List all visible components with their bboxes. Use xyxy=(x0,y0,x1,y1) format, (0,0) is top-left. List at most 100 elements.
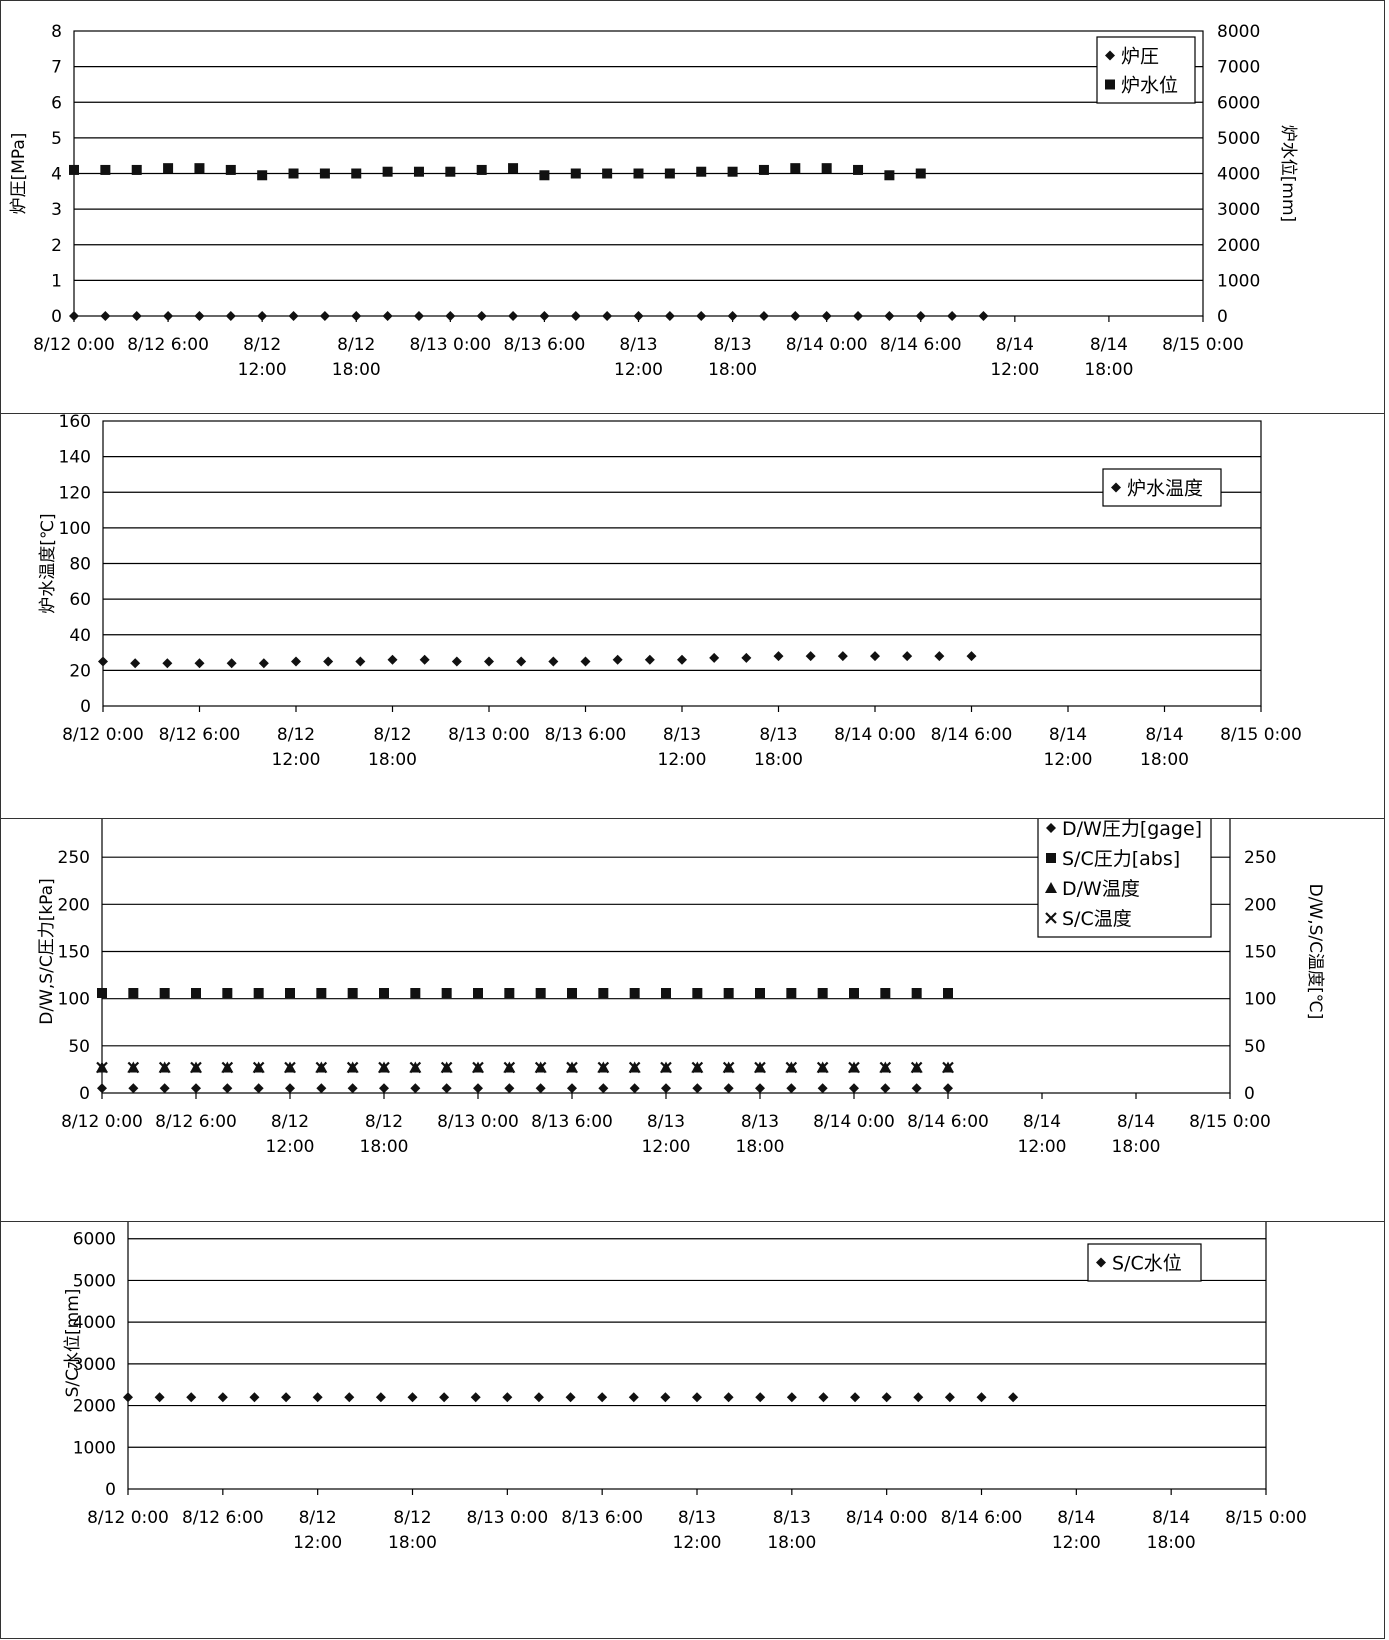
chart1-y-right-tick-label: 8000 xyxy=(1217,22,1260,42)
chart3-x-tick-label: 8/13 6:00 xyxy=(531,1112,613,1132)
chart1-x-tick-label: 8/14 6:00 xyxy=(880,335,962,355)
chart4-point xyxy=(881,1392,892,1403)
chart1-point xyxy=(413,311,424,321)
chart1-point xyxy=(570,311,581,321)
chart3-point xyxy=(96,1061,108,1074)
chart3-point xyxy=(597,1061,610,1074)
chart3-point xyxy=(534,1061,547,1074)
chart3-point xyxy=(409,1061,422,1074)
chart3-x-tick-label: 8/14 0:00 xyxy=(813,1112,895,1132)
chart1-point xyxy=(194,163,205,174)
chart1-point xyxy=(69,164,79,175)
chart4-point xyxy=(628,1392,639,1403)
chart1-point xyxy=(664,168,675,179)
chart4-point xyxy=(375,1392,386,1403)
chart2-x-tick-label: 8/14 0:00 xyxy=(834,725,916,745)
chart4-point xyxy=(723,1392,734,1403)
chart3-point xyxy=(379,1083,389,1094)
chart3-series-2 xyxy=(97,988,953,999)
chart4-point xyxy=(850,1392,861,1403)
chart3-point xyxy=(473,1083,483,1094)
chart3-x-tick-label: 8/14 xyxy=(1023,1112,1061,1132)
chart3-point xyxy=(503,1061,516,1074)
chart4-y-tick-label: 3000 xyxy=(73,1355,116,1375)
chart3-point xyxy=(410,1083,421,1094)
chart3-x-tick-label: 8/12 6:00 xyxy=(155,1112,237,1132)
chart3-y-right-tick-label: 0 xyxy=(1244,1084,1255,1104)
chart3-point xyxy=(127,1061,140,1074)
chart1-point xyxy=(163,163,174,174)
chart4-point xyxy=(249,1392,260,1403)
chart3-point xyxy=(504,988,515,999)
chart3-y-tick-label: 300 xyxy=(58,819,90,821)
chart-svg-reactor-pressure-level: 0 1 2 3 4 5 6 7 8 0 1000 2000 3000 4000 5000 6000 7000 80… xyxy=(9,22,1298,380)
chart4-x-tick-label: 8/12 0:00 xyxy=(87,1508,169,1528)
chart2-x-tick-label: 8/12 xyxy=(277,725,315,745)
chart1-y-tick-label: 6 xyxy=(51,93,62,113)
chart3-x-tick-label: 8/15 0:00 xyxy=(1189,1112,1271,1132)
chart4-x-tick-label: 8/14 0:00 xyxy=(846,1508,928,1528)
chart2-point xyxy=(870,651,880,662)
chart4-x-tick-label: 8/15 0:00 xyxy=(1225,1508,1307,1528)
chart3-legend-marker xyxy=(1045,882,1057,893)
chart3-x-tick-label: 18:00 xyxy=(736,1137,785,1157)
chart4-y-tick-label: 5000 xyxy=(73,1271,116,1291)
chart4-x-tick-label: 8/14 xyxy=(1057,1508,1095,1528)
chart1-point xyxy=(194,311,205,321)
chart1-point xyxy=(696,311,707,321)
chart1-y-right-tick-label: 7000 xyxy=(1217,58,1260,78)
chart3-point xyxy=(628,1061,641,1074)
chart2-point xyxy=(580,656,591,667)
chart2-point xyxy=(677,654,687,665)
chart1-legend-label: 炉圧 xyxy=(1121,46,1159,68)
chart4-point xyxy=(1008,1392,1019,1403)
chart3-y-tick-label: 200 xyxy=(58,895,90,915)
chart4-point xyxy=(344,1392,355,1403)
chart4-y-tick-label: 4000 xyxy=(73,1313,116,1333)
chart-svg-dw-sc-pressure-temp: 0 50 100 150 200 250 300 0 50 100 150 200 250 300 8/12… xyxy=(37,819,1325,1157)
chart3-point xyxy=(816,1061,829,1074)
chart3-legend-label: D/W圧力[gage] xyxy=(1062,819,1202,840)
chart2-point xyxy=(805,651,816,662)
chart1-point xyxy=(131,311,142,321)
chart4-point xyxy=(818,1392,829,1403)
chart3-y-tick-label: 0 xyxy=(79,1084,90,1104)
chart4-x-tick-label: 8/13 xyxy=(773,1508,811,1528)
chart2-x-tick-label: 12:00 xyxy=(658,750,707,770)
chart3-point xyxy=(253,988,264,999)
chart3-point xyxy=(910,1061,923,1074)
chart2-x-tick-label: 8/12 xyxy=(373,725,411,745)
chart1-x-tick-label: 8/12 xyxy=(243,335,281,355)
chart4-y-tick-label: 1000 xyxy=(73,1438,116,1458)
chart1-point xyxy=(476,311,487,321)
chart4-x-tick-label: 18:00 xyxy=(1147,1533,1196,1553)
chart4-x-tick-label: 8/12 xyxy=(299,1508,337,1528)
chart3-point xyxy=(817,1083,828,1094)
chart3-point xyxy=(158,1061,171,1074)
chart1-point xyxy=(131,164,142,175)
chart3-point xyxy=(849,1083,859,1094)
chart4-point xyxy=(154,1392,165,1403)
chart3-point xyxy=(566,1061,578,1074)
chart2-point xyxy=(484,656,494,667)
chart3-legend-item: D/W圧力[gage] xyxy=(1046,819,1202,840)
chart3-point xyxy=(191,1083,201,1094)
chart2-point xyxy=(612,654,623,665)
chart1-x-tick-label: 8/13 xyxy=(713,335,751,355)
chart4-x-tick-label: 8/12 6:00 xyxy=(182,1508,264,1528)
chart2-point xyxy=(548,656,559,667)
chart1-series-2 xyxy=(69,163,926,181)
chart1-y-right-tick-label: 3000 xyxy=(1217,200,1260,220)
chart3-legend-item: D/W温度 xyxy=(1045,878,1140,900)
chart2-point xyxy=(226,658,237,669)
chart1-point xyxy=(351,311,362,321)
chart4-x-tick-label: 12:00 xyxy=(1052,1533,1101,1553)
chart1-point xyxy=(288,311,299,321)
chart4-y-tick-label: 2000 xyxy=(73,1397,116,1417)
chart1-point xyxy=(382,166,393,177)
chart1-x-tick-label: 18:00 xyxy=(708,360,757,380)
chart3-point xyxy=(943,1083,953,1094)
chart3-x-tick-label: 18:00 xyxy=(360,1137,409,1157)
chart1-point xyxy=(727,166,738,177)
chart3-point xyxy=(880,1083,891,1094)
